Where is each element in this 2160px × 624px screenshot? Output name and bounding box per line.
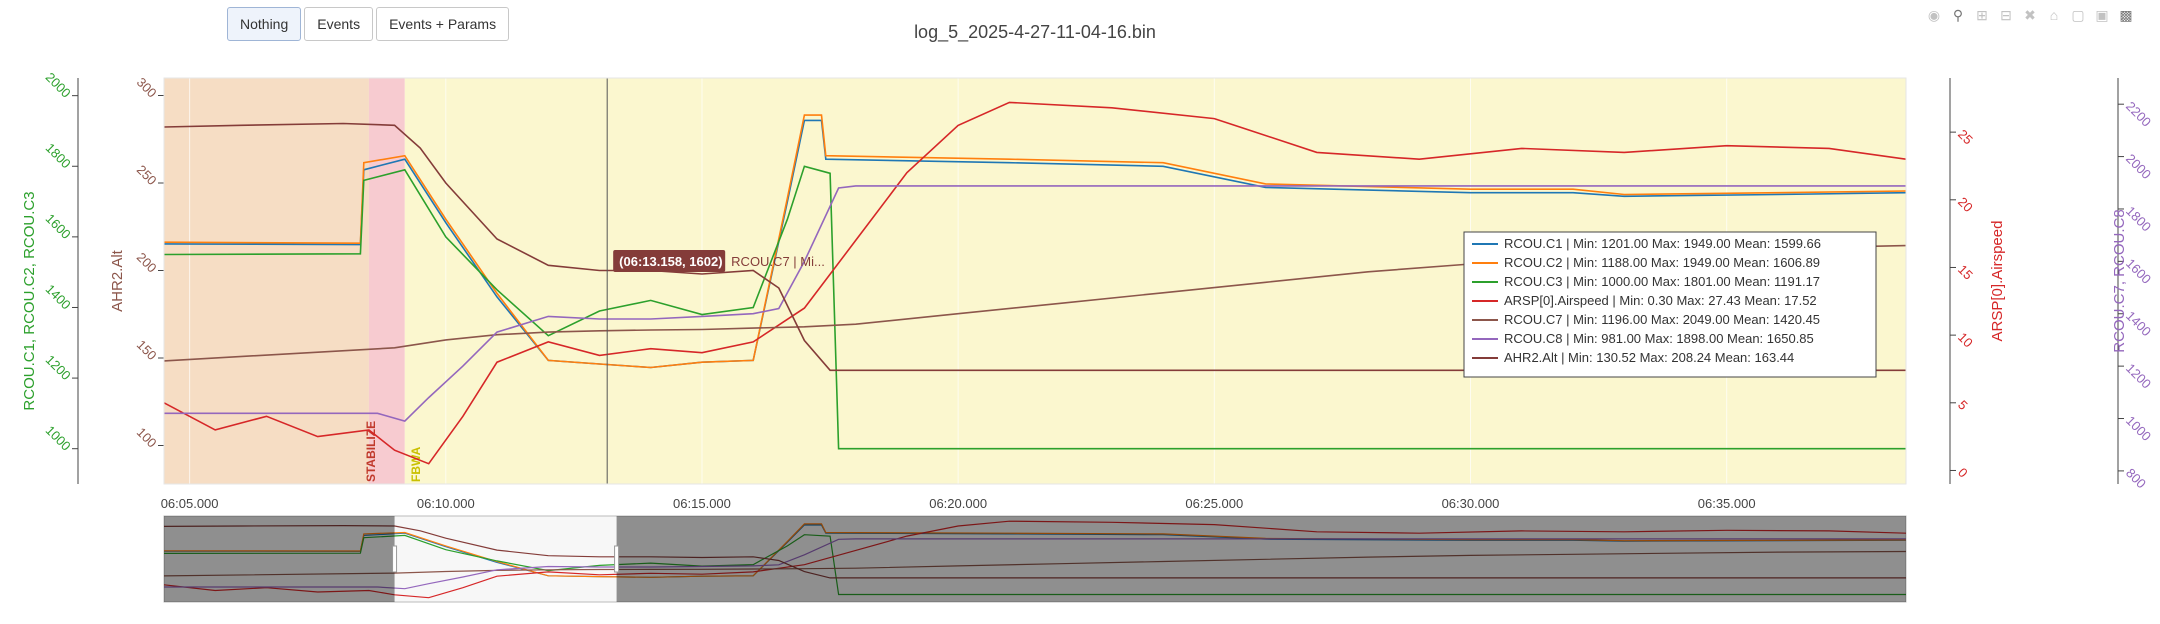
y-tick-label: 1200 <box>2123 360 2154 391</box>
legend-item: AHR2.Alt | Min: 130.52 Max: 208.24 Mean:… <box>1504 350 1794 365</box>
y-tick-label: 250 <box>134 162 160 188</box>
range-mask-right <box>616 516 1907 602</box>
zoom-icon[interactable]: ⚲ <box>1952 7 1964 23</box>
hover-series: RCOU.C7 | Mi... <box>731 254 825 269</box>
y-tick-label: 1600 <box>43 211 74 242</box>
filter-events-params-button[interactable]: Events + Params <box>376 7 510 41</box>
y-tick-label: 1000 <box>2123 413 2154 444</box>
range-series-RCOU.C3 <box>163 534 1906 596</box>
range-series-RCOU.C8 <box>164 538 1906 590</box>
y-tick-label: 0 <box>1955 465 1971 481</box>
y-tick-label: 1800 <box>43 140 74 171</box>
mode-band-0 <box>164 78 369 484</box>
y-tick-label: 300 <box>134 74 160 100</box>
x-tick-label: 06:05.000 <box>161 496 219 511</box>
series-line-ARSP[0].Airspeed <box>163 101 1907 465</box>
event-filter-buttons: Nothing Events Events + Params <box>227 7 510 41</box>
filter-nothing-button[interactable]: Nothing <box>227 7 302 41</box>
legend-box <box>1463 231 1877 378</box>
x-tick-label: 06:30.000 <box>1442 496 1500 511</box>
range-mask-left <box>164 516 395 602</box>
zoom-in-icon[interactable]: ⊞ <box>1976 7 1988 23</box>
range-handle-right[interactable] <box>614 545 620 573</box>
range-series-RCOU.C7 <box>163 550 1907 577</box>
y-tick-label: 1000 <box>43 423 74 454</box>
range-slider-bg <box>163 515 1907 603</box>
home-icon[interactable]: ⌂ <box>2049 7 2059 23</box>
y-tick-label: 25 <box>1955 126 1976 147</box>
legend-item: RCOU.C7 | Min: 1196.00 Max: 2049.00 Mean… <box>1504 312 1820 327</box>
series-line-RCOU.C2 <box>163 114 1907 369</box>
save-alt-icon[interactable]: ▣ <box>2095 7 2109 23</box>
hover-tooltip: (06:13.158, 1602) RCOU.C7 | Mi... <box>613 250 825 272</box>
series-line-RCOU.C3 <box>163 165 1906 450</box>
y-tick-label: 200 <box>134 249 160 275</box>
x-tick-label: 06:10.000 <box>417 496 475 511</box>
plot-modebar: ◉ ⚲ ⊞ ⊟ ✖ ⌂ ▢ ▣ ▩ <box>1925 6 2135 24</box>
logo-icon[interactable]: ▩ <box>2119 7 2133 23</box>
series-line-AHR2.Alt <box>163 122 1906 372</box>
y-tick-label: 2000 <box>2123 151 2154 182</box>
save-icon[interactable]: ▢ <box>2071 7 2085 23</box>
chart-title: log_5_2025-4-27-11-04-16.bin <box>914 22 1156 43</box>
y-tick-label: 15 <box>1955 262 1976 283</box>
legend: RCOU.C1 | Min: 1201.00 Max: 1949.00 Mean… <box>1463 231 1877 378</box>
legend-item: RCOU.C8 | Min: 981.00 Max: 1898.00 Mean:… <box>1504 331 1814 346</box>
y_left_inner-title: AHR2.Alt <box>109 249 126 312</box>
camera-icon[interactable]: ◉ <box>1927 7 1941 23</box>
y-tick-label: 2000 <box>43 70 74 101</box>
y-tick-label: 1200 <box>43 352 74 383</box>
x-tick-label: 06:35.000 <box>1698 496 1756 511</box>
range-series-AHR2.Alt <box>163 524 1906 579</box>
legend-item: RCOU.C1 | Min: 1201.00 Max: 1949.00 Mean… <box>1504 236 1821 251</box>
legend-item: RCOU.C2 | Min: 1188.00 Max: 1949.00 Mean… <box>1504 255 1820 270</box>
hover-value: (06:13.158, 1602) <box>619 254 722 269</box>
legend-item: ARSP[0].Airspeed | Min: 0.30 Max: 27.43 … <box>1504 293 1817 308</box>
event-label-0: STABILIZE <box>364 421 378 482</box>
range-series-RCOU.C2 <box>163 523 1907 578</box>
y-tick-label: 1400 <box>43 281 74 312</box>
y-tick-label: 20 <box>1955 194 1976 215</box>
y-tick-label: 800 <box>2123 465 2149 491</box>
event-label-1: FBWA <box>409 446 423 482</box>
y-tick-label: 5 <box>1955 397 1971 413</box>
zoom-out-icon[interactable]: ⊟ <box>2000 7 2012 23</box>
y_right_inner-title: ARSP[0].Airspeed <box>1989 221 2006 342</box>
filter-events-button[interactable]: Events <box>304 7 374 41</box>
series-line-RCOU.C8 <box>164 185 1906 422</box>
x-tick-label: 06:20.000 <box>929 496 987 511</box>
hover-box <box>613 250 726 272</box>
y-tick-label: 2200 <box>2123 99 2154 130</box>
y_right_outer-title: RCOU.C7, RCOU.C8 <box>2111 209 2128 352</box>
y_left_outer-title: RCOU.C1, RCOU.C2, RCOU.C3 <box>21 191 38 410</box>
y-tick-label: 10 <box>1955 329 1976 350</box>
y-tick-label: 100 <box>134 424 160 450</box>
autoscale-icon[interactable]: ✖ <box>2024 7 2036 23</box>
plot-border <box>163 77 1907 485</box>
x-tick-label: 06:15.000 <box>673 496 731 511</box>
legend-item: RCOU.C3 | Min: 1000.00 Max: 1801.00 Mean… <box>1504 274 1820 289</box>
x-tick-label: 06:25.000 <box>1185 496 1243 511</box>
range-handle-left[interactable] <box>392 545 398 573</box>
y-tick-label: 150 <box>134 337 160 363</box>
